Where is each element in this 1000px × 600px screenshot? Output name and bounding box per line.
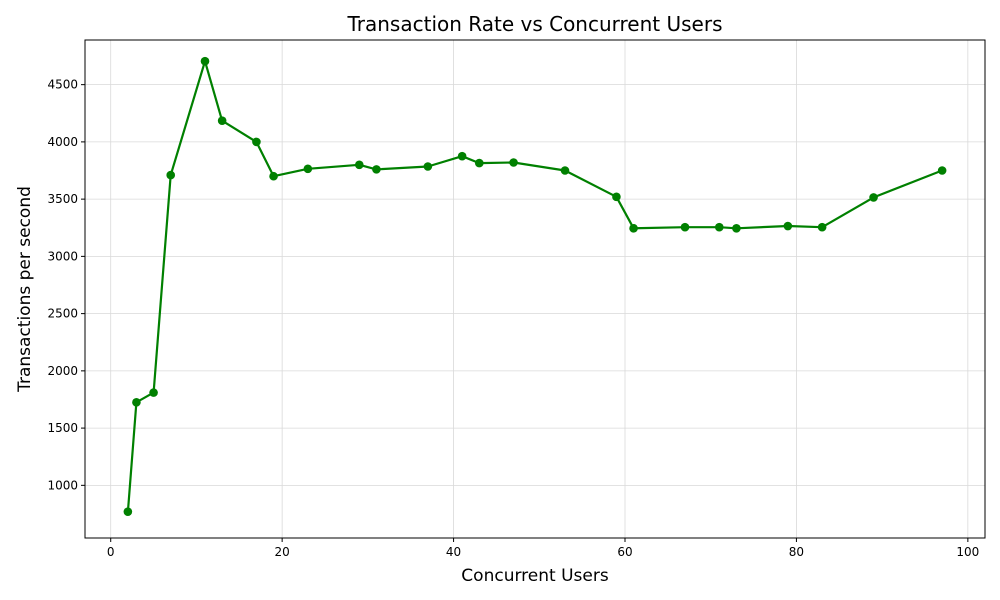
x-tick-label: 100: [956, 545, 979, 559]
y-tick-label: 1000: [47, 478, 78, 492]
data-point: [149, 388, 158, 397]
data-point: [629, 224, 638, 233]
x-axis-label: Concurrent Users: [461, 566, 609, 586]
data-point: [817, 222, 827, 232]
data-point: [612, 192, 621, 202]
data-point: [560, 166, 570, 175]
data-point: [509, 158, 518, 167]
data-point: [714, 222, 724, 232]
data-point: [303, 164, 313, 174]
data-point: [680, 222, 690, 232]
series-layer: [123, 56, 947, 516]
x-tick-label: 40: [446, 545, 461, 559]
data-point: [869, 193, 878, 202]
x-tick-label: 60: [617, 545, 632, 559]
chart-title: Transaction Rate vs Concurrent Users: [347, 12, 723, 36]
data-point: [252, 137, 261, 147]
data-point: [937, 166, 947, 175]
data-point: [732, 224, 741, 233]
data-point: [166, 170, 176, 180]
data-point: [354, 160, 364, 170]
plot-area: [84, 39, 986, 539]
data-point: [132, 398, 141, 407]
grid: [85, 40, 985, 538]
series-line: [126, 60, 943, 512]
y-axis-label: Transactions per second: [15, 186, 35, 393]
x-axis: 0 20 40 60 80 100: [107, 538, 979, 559]
data-point: [474, 158, 484, 168]
data-point: [457, 151, 467, 161]
x-tick-label: 20: [275, 545, 290, 559]
data-point: [123, 507, 133, 516]
y-tick-label: 3500: [47, 192, 78, 206]
x-tick-label: 80: [789, 545, 804, 559]
data-point: [783, 221, 793, 231]
x-tick-label: 0: [107, 545, 115, 559]
y-tick-label: 4000: [47, 135, 78, 149]
data-point: [269, 171, 278, 181]
data-point: [423, 162, 433, 171]
data-point: [372, 165, 381, 174]
y-tick-label: 4500: [47, 78, 78, 92]
data-point: [200, 56, 210, 66]
y-tick-label: 2000: [47, 364, 78, 378]
y-axis: 1000 1500 2000 2500 3000 3500 4000 4500: [47, 78, 85, 492]
y-tick-label: 1500: [47, 421, 78, 435]
y-tick-label: 2500: [47, 307, 78, 321]
data-point: [217, 116, 227, 126]
y-tick-label: 3000: [47, 249, 78, 263]
